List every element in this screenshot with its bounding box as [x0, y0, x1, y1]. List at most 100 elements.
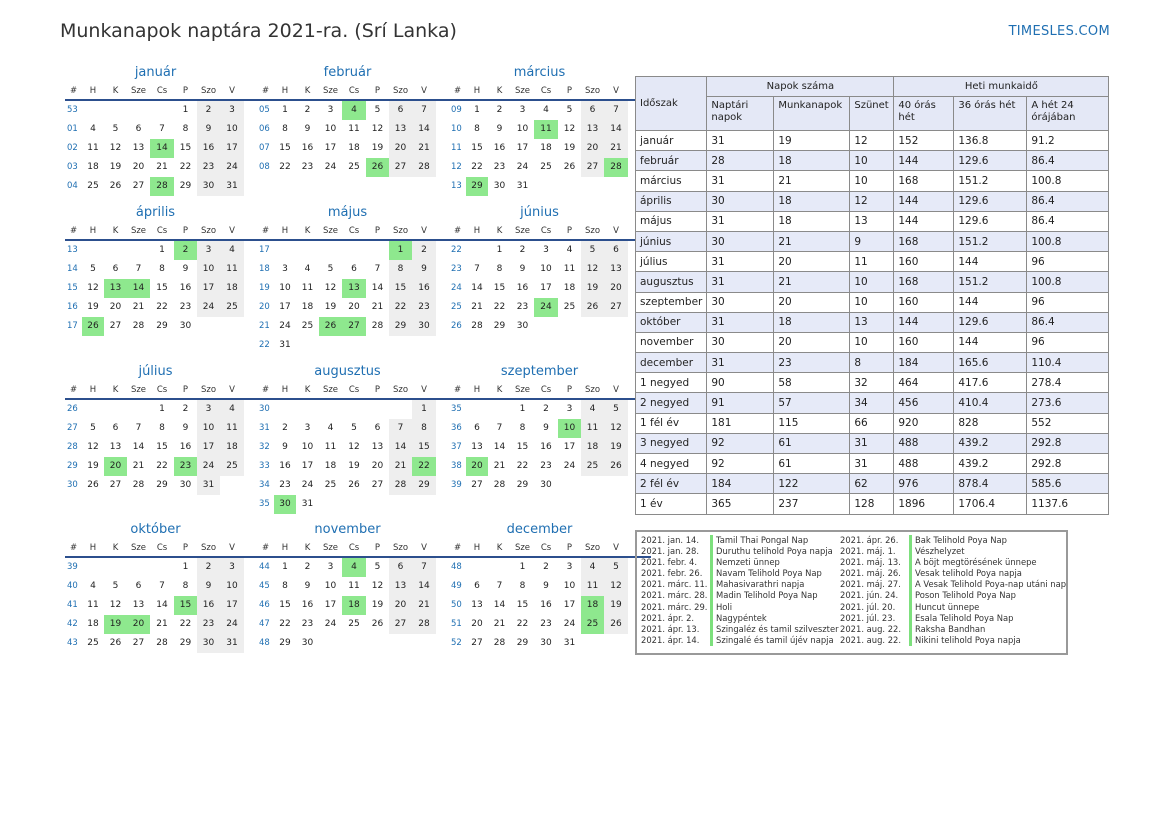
month-grid: # H K Sze Cs P Szo V 53 1 2 3 01 4 5 6 7 8 9 10 02 11 12 13 14 15… — [65, 82, 267, 196]
period-cell: augusztus — [634, 271, 708, 293]
holiday-item: 2021. jan. 28. Duruthu telihold Poya napj… — [641, 546, 839, 558]
weekday-header: # — [65, 539, 82, 558]
summary-row: december 31 23 8 184 165.6 110.4 — [634, 352, 1110, 374]
day-cell: 2 — [304, 105, 311, 115]
site-link[interactable]: TIMESLES.COM — [1008, 24, 1110, 39]
day-cell: 25 — [324, 480, 337, 490]
day-cell — [466, 558, 488, 577]
holiday-item: 2021. márc. 29. Holi — [641, 601, 839, 613]
value-cell: 30 — [706, 291, 775, 313]
day-cell: 31 — [197, 476, 220, 495]
day-cell: 23 — [412, 298, 436, 317]
day-cell: 7 — [496, 423, 503, 433]
day-cell: 3 — [220, 558, 244, 577]
day-cell: 10 — [301, 442, 314, 452]
day-cell: 5 — [90, 423, 96, 433]
value-cell: 110.4 — [1026, 352, 1110, 374]
header-spacer — [244, 222, 267, 241]
day-cell: 11 — [348, 124, 360, 134]
month-name: szeptember — [500, 364, 579, 379]
holiday-item: 2021. febr. 26. Navam Telihold Poya Nap — [641, 568, 839, 580]
day-cell: 5 — [581, 241, 604, 260]
week-number: 36 — [451, 423, 462, 433]
day-cell: 19 — [604, 438, 628, 457]
day-cell: 2 — [182, 404, 189, 414]
day-cell — [274, 241, 296, 260]
week-number: 20 — [259, 302, 270, 312]
value-cell: 129.6 — [953, 311, 1028, 333]
day-cell: 6 — [135, 124, 142, 134]
day-cell: 29 — [156, 321, 168, 331]
weekday-header: P — [366, 539, 389, 558]
value-cell: 122 — [773, 473, 851, 495]
header-spacer — [436, 381, 459, 400]
weekday-header: K — [488, 222, 511, 241]
day-cell: 7 — [135, 423, 142, 433]
day-cell: 10 — [279, 283, 291, 293]
week-number: 30 — [67, 480, 78, 490]
day-cell: 19 — [109, 162, 122, 172]
week-number: 23 — [451, 264, 462, 274]
holiday-name: A böjt megtörésének ünnepe — [909, 557, 1037, 569]
weekday-header: P — [558, 82, 581, 101]
day-cell: 12 — [604, 419, 628, 438]
month-2: március # H K Sze Cs P Szo V 09 1 2 3 4 5 6 7 10 8 9 10 11 12 1… — [449, 64, 651, 196]
day-cell — [534, 177, 558, 196]
day-cell: 26 — [319, 317, 342, 336]
day-cell: 3 — [220, 101, 244, 120]
holiday-name: Nagypéntek — [710, 612, 767, 624]
day-cell: 5 — [90, 264, 96, 274]
weekday-header: Cs — [150, 222, 174, 241]
weekday-header: Sze — [127, 222, 150, 241]
day-cell: 16 — [179, 283, 192, 293]
value-cell: 464 — [893, 372, 955, 394]
holiday-date: 2021. júl. 23. — [840, 612, 896, 623]
day-cell: 29 — [179, 181, 192, 191]
day-cell: 28 — [604, 158, 628, 177]
day-cell: 23 — [197, 158, 220, 177]
day-cell: 7 — [604, 101, 628, 120]
day-cell: 3 — [327, 105, 334, 115]
day-cell: 1 — [496, 245, 503, 255]
day-cell: 16 — [279, 461, 291, 471]
day-cell: 4 — [342, 101, 366, 120]
day-cell — [319, 336, 342, 355]
value-cell: 144 — [893, 190, 955, 212]
day-cell: 12 — [87, 283, 99, 293]
week-number: 46 — [259, 600, 270, 610]
week-number: 22 — [259, 340, 270, 350]
weekday-header: H — [82, 82, 104, 101]
day-cell: 10 — [197, 260, 220, 279]
day-cell: 9 — [197, 577, 220, 596]
day-cell: 4 — [581, 400, 604, 419]
day-cell: 20 — [466, 457, 488, 476]
day-cell: 9 — [519, 264, 526, 274]
day-cell: 30 — [493, 181, 506, 191]
day-cell: 30 — [197, 177, 220, 196]
week-number: 48 — [259, 638, 270, 648]
holiday-name: Duruthu telihold Poya napja — [710, 546, 833, 558]
weekday-header: P — [366, 222, 389, 241]
day-cell: 22 — [493, 302, 506, 312]
day-cell: 27 — [581, 158, 604, 177]
value-cell: 12 — [849, 129, 895, 152]
day-cell: 11 — [348, 581, 360, 591]
day-cell — [104, 101, 127, 120]
value-cell: 237 — [773, 493, 851, 515]
holiday-date: 2021. máj. 1. — [840, 546, 896, 557]
day-cell — [389, 634, 412, 653]
week-number: 18 — [259, 264, 270, 274]
day-cell: 13 — [132, 143, 145, 153]
value-cell: 31 — [706, 129, 775, 152]
value-cell: 585.6 — [1026, 473, 1110, 495]
day-cell: 17 — [197, 279, 220, 298]
day-cell: 17 — [220, 596, 244, 615]
value-cell: 61 — [773, 432, 851, 455]
day-cell: 22 — [412, 457, 436, 476]
day-cell — [488, 558, 511, 577]
weekday-header: H — [274, 222, 296, 241]
value-cell: 8 — [849, 352, 895, 374]
day-cell: 20 — [132, 162, 145, 172]
week-number: 30 — [259, 404, 270, 414]
weekday-header: Szo — [197, 539, 220, 558]
